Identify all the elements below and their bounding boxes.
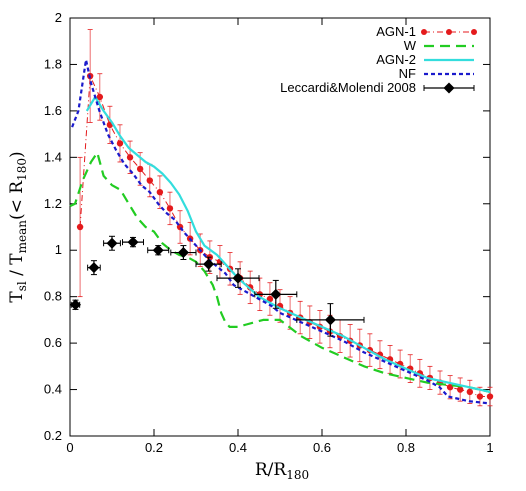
obs-point xyxy=(152,244,164,256)
agn1-point xyxy=(476,393,484,400)
y-tick-label: 1.8 xyxy=(44,56,62,71)
y-tick-label: 1 xyxy=(55,242,62,257)
legend-label: AGN-2 xyxy=(376,52,416,67)
legend-swatch-marker xyxy=(443,82,455,94)
x-tick-label: 0 xyxy=(66,440,73,455)
agn1-point xyxy=(156,188,164,196)
obs-point xyxy=(177,247,189,259)
x-axis-title: R/R180 xyxy=(255,460,309,482)
obs-point xyxy=(127,236,139,248)
agn1-point xyxy=(76,223,84,231)
legend-label: Leccardi&Molendi 2008 xyxy=(280,80,416,95)
obs-point xyxy=(270,288,282,300)
obs-point xyxy=(232,272,244,284)
y-tick-label: 0.6 xyxy=(44,335,62,350)
series-line-0 xyxy=(79,75,490,397)
y-tick-label: 0.8 xyxy=(44,289,62,304)
tick-labels: 0 0.2 0.4 0.6 0.8 1 0.2 0.4 0.6 0.8 1 1.2 1.4 1.6 1.8 2 xyxy=(44,10,494,455)
legend-swatch-marker xyxy=(421,29,427,35)
y-tick-label: 1.2 xyxy=(44,196,62,211)
series-line-1 xyxy=(69,151,491,393)
obs-point xyxy=(324,314,336,326)
agn1-point xyxy=(166,205,174,212)
agn1-point xyxy=(446,384,454,391)
obs-point xyxy=(88,262,100,274)
y-tick-label: 0.2 xyxy=(44,428,62,443)
tick-marks xyxy=(69,17,491,437)
series-layer xyxy=(69,29,494,407)
x-tick-label: 0.8 xyxy=(397,440,415,455)
x-tick-label: 0.4 xyxy=(229,440,247,455)
agn1-point xyxy=(116,140,124,147)
series-line-3 xyxy=(71,58,491,405)
x-tick-label: 1 xyxy=(486,440,493,455)
agn1-point xyxy=(126,154,134,161)
legend-label: AGN-1 xyxy=(376,24,416,39)
x-tick-label: 0.6 xyxy=(313,440,331,455)
agn1-point xyxy=(96,93,104,101)
obs-point xyxy=(203,258,215,270)
legend-label: NF xyxy=(399,66,416,81)
x-tick-label: 0.2 xyxy=(145,440,163,455)
y-tick-label: 2 xyxy=(55,10,62,25)
series-line-2 xyxy=(85,95,491,393)
y-tick-label: 0.4 xyxy=(44,382,62,397)
agn1-point xyxy=(466,388,474,396)
obs-point xyxy=(106,237,118,249)
plot-frame xyxy=(69,17,491,437)
agn1-point xyxy=(146,177,153,184)
y-tick-label: 1.4 xyxy=(44,149,62,164)
agn1-point xyxy=(266,295,274,303)
legend-swatch-marker xyxy=(471,29,477,35)
agn1-point xyxy=(136,165,144,173)
obs-point xyxy=(69,299,81,311)
y-tick-label: 1.6 xyxy=(44,103,62,118)
agn1-point xyxy=(486,393,494,400)
y-axis-title: Tsl / Tmean(< R180) xyxy=(7,151,29,302)
legend-label: W xyxy=(404,38,417,53)
agn1-point xyxy=(456,386,464,393)
legend-swatch-marker xyxy=(446,29,452,35)
